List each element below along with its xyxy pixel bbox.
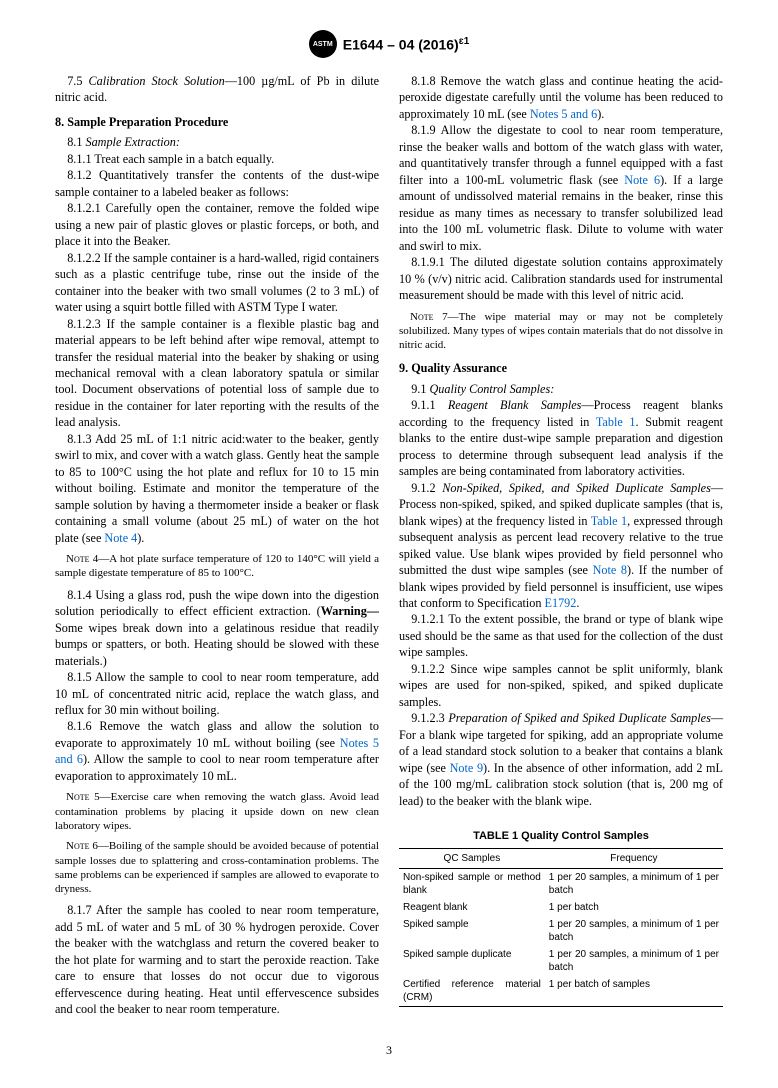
p-8-1-2-1: 8.1.2.1 Carefully open the container, re…	[55, 200, 379, 249]
table-1: TABLE 1 Quality Control Samples QC Sampl…	[399, 829, 723, 1007]
table-1-title: TABLE 1 Quality Control Samples	[399, 829, 723, 844]
p-8-1-6: 8.1.6 Remove the watch glass and allow t…	[55, 718, 379, 784]
p-8-1-3: 8.1.3 Add 25 mL of 1:1 nitric acid:water…	[55, 431, 379, 546]
page-header: ASTM E1644 – 04 (2016)ɛ1	[55, 30, 723, 58]
section-9-heading: 9. Quality Assurance	[399, 360, 723, 376]
page: ASTM E1644 – 04 (2016)ɛ1 7.5 Calibration…	[0, 0, 778, 1088]
p-8-1-1: 8.1.1 Treat each sample in a batch equal…	[55, 151, 379, 167]
table-1-link-b[interactable]: Table 1	[591, 514, 627, 528]
td: 1 per 20 samples, a minimum of 1 per bat…	[545, 868, 723, 899]
p-9-1-2-1: 9.1.2.1 To the extent possible, the bran…	[399, 611, 723, 660]
body-columns: 7.5 Calibration Stock Solution—100 µg/mL…	[55, 73, 723, 1018]
p-8-1-9: 8.1.9 Allow the digestate to cool to nea…	[399, 122, 723, 254]
p-9-1-2-3: 9.1.2.3 Preparation of Spiked and Spiked…	[399, 710, 723, 809]
right-column: 8.1.8 Remove the watch glass and continu…	[399, 73, 723, 1018]
table-row: Spiked sample1 per 20 samples, a minimum…	[399, 916, 723, 946]
header-content: ASTM E1644 – 04 (2016)ɛ1	[309, 30, 470, 58]
p-8-1-7: 8.1.7 After the sample has cooled to nea…	[55, 902, 379, 1017]
note-4-link[interactable]: Note 4	[104, 531, 137, 545]
p-8-1-3-b: ).	[137, 531, 144, 545]
note-6: Note 6—Boiling of the sample should be a…	[55, 839, 379, 896]
logo-text: ASTM	[313, 41, 333, 48]
td: Reagent blank	[399, 899, 545, 916]
left-column: 7.5 Calibration Stock Solution—100 µg/mL…	[55, 73, 379, 1018]
table-header-row: QC Samples Frequency	[399, 848, 723, 868]
td: Spiked sample	[399, 916, 545, 946]
p-8-1: 8.1 Sample Extraction:	[55, 134, 379, 150]
note-8-link[interactable]: Note 8	[593, 563, 627, 577]
p-9-1-2-3-b: ). In the absence of other information, …	[399, 761, 723, 808]
notes-5-6-link-b[interactable]: Notes 5 and 6	[530, 107, 597, 121]
table-row: Certified reference material (CRM)1 per …	[399, 976, 723, 1007]
section-8-heading: 8. Sample Preparation Procedure	[55, 114, 379, 130]
td: 1 per 20 samples, a minimum of 1 per bat…	[545, 946, 723, 976]
doc-id-sup: ɛ1	[459, 36, 470, 47]
doc-id-text: E1644 – 04 (2016)	[343, 36, 459, 52]
p-8-1-8-b: ).	[597, 107, 604, 121]
th-frequency: Frequency	[545, 848, 723, 868]
p-8-1-2: 8.1.2 Quantitatively transfer the conten…	[55, 167, 379, 200]
p-8-1-2-3: 8.1.2.3 If the sample container is a fle…	[55, 316, 379, 431]
p-9-1-2-2: 9.1.2.2 Since wipe samples cannot be spl…	[399, 661, 723, 710]
table-1-link-a[interactable]: Table 1	[596, 415, 636, 429]
note-6-link[interactable]: Note 6	[624, 173, 660, 187]
note-5: Note 5—Exercise care when removing the w…	[55, 790, 379, 833]
p-9-1-1-b: . Submit reagent blanks to the entire du…	[399, 415, 723, 478]
td: Spiked sample duplicate	[399, 946, 545, 976]
page-number: 3	[55, 1043, 723, 1058]
p-8-1-4: 8.1.4 Using a glass rod, push the wipe d…	[55, 587, 379, 669]
th-qc-samples: QC Samples	[399, 848, 545, 868]
p-9-1: 9.1 Quality Control Samples:	[399, 381, 723, 397]
p-8-1-6-a: 8.1.6 Remove the watch glass and allow t…	[55, 719, 379, 749]
td: Non-spiked sample or method blank	[399, 868, 545, 899]
p-9-1-2: 9.1.2 Non-Spiked, Spiked, and Spiked Dup…	[399, 480, 723, 612]
note-4: Note 4—A hot plate surface temperature o…	[55, 552, 379, 581]
qc-samples-table: QC Samples Frequency Non-spiked sample o…	[399, 848, 723, 1007]
document-id: E1644 – 04 (2016)ɛ1	[343, 36, 470, 53]
p-9-1-1: 9.1.1 Reagent Blank Samples—Process reag…	[399, 397, 723, 479]
table-row: Reagent blank1 per batch	[399, 899, 723, 916]
td: 1 per batch	[545, 899, 723, 916]
p-8-1-8: 8.1.8 Remove the watch glass and continu…	[399, 73, 723, 122]
table-row: Non-spiked sample or method blank1 per 2…	[399, 868, 723, 899]
p-9-1-2-d: .	[576, 596, 579, 610]
p-8-1-5: 8.1.5 Allow the sample to cool to near r…	[55, 669, 379, 718]
td: Certified reference material (CRM)	[399, 976, 545, 1007]
td: 1 per batch of samples	[545, 976, 723, 1007]
astm-logo: ASTM	[309, 30, 337, 58]
p-8-1-9-1: 8.1.9.1 The diluted digestate solution c…	[399, 254, 723, 303]
note-9-link[interactable]: Note 9	[450, 761, 483, 775]
p-7-5: 7.5 Calibration Stock Solution—100 µg/mL…	[55, 73, 379, 106]
e1792-link[interactable]: E1792	[545, 596, 577, 610]
table-row: Spiked sample duplicate1 per 20 samples,…	[399, 946, 723, 976]
td: 1 per 20 samples, a minimum of 1 per bat…	[545, 916, 723, 946]
p-8-1-6-b: ). Allow the sample to cool to near room…	[55, 752, 379, 782]
p-8-1-3-a: 8.1.3 Add 25 mL of 1:1 nitric acid:water…	[55, 432, 379, 545]
note-7: Note 7—The wipe material may or may not …	[399, 310, 723, 353]
p-8-1-2-2: 8.1.2.2 If the sample container is a har…	[55, 250, 379, 316]
